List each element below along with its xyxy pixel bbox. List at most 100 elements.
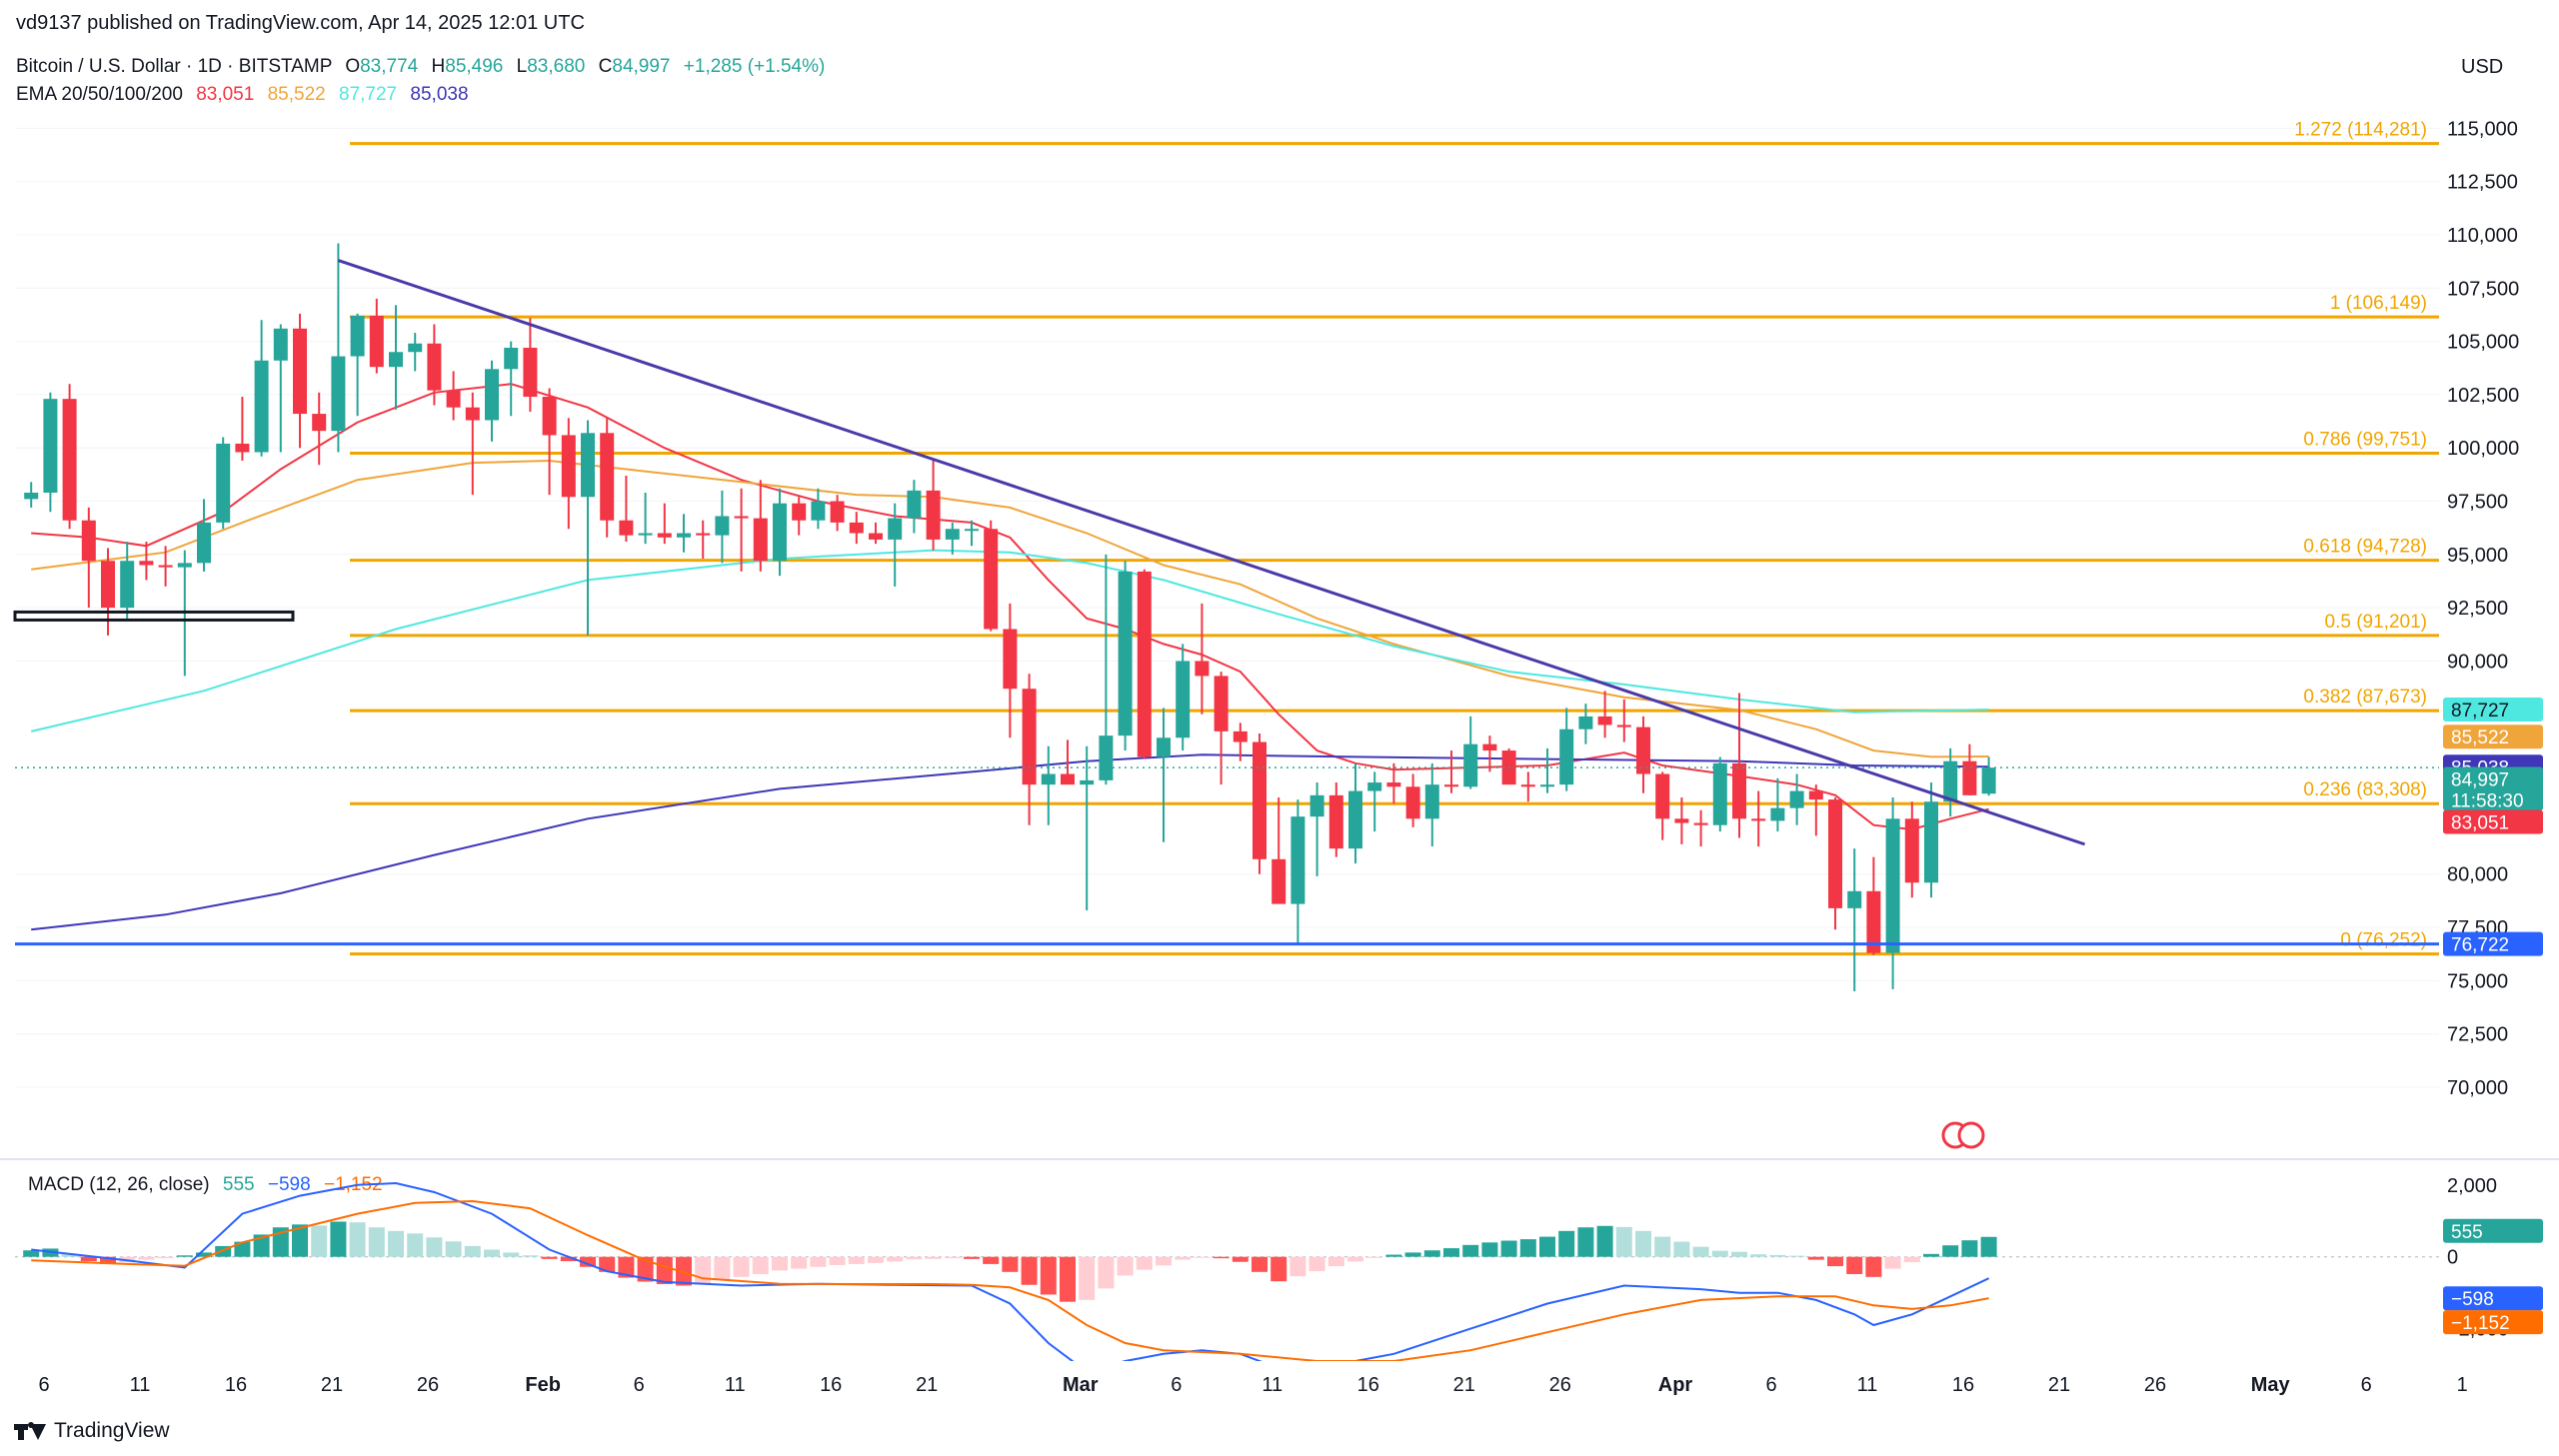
x-tick-label: 26: [1549, 1374, 1571, 1396]
candle-body: [1924, 801, 1938, 883]
macd-histogram-bar: [484, 1249, 500, 1257]
x-tick-label: 6: [2361, 1374, 2372, 1396]
candle-body: [1885, 818, 1900, 953]
candle-body: [1195, 661, 1210, 677]
x-tick-label: 26: [2144, 1374, 2166, 1396]
y-tick-label: 72,500: [2447, 1024, 2508, 1046]
macd-histogram-bar: [637, 1256, 654, 1282]
y-tick-label: 110,000: [2447, 225, 2518, 247]
x-tick-label: 11: [1262, 1374, 1282, 1396]
price-badge: [2443, 809, 2543, 834]
high-label: H: [431, 56, 446, 77]
price-badge-text: 87,727: [2451, 701, 2509, 722]
tradingview-brand[interactable]: TradingView: [14, 1419, 170, 1443]
candle-body: [389, 352, 403, 368]
low-label: L: [516, 56, 528, 77]
symbol-legend: Bitcoin / U.S. Dollar · 1D · BITSTAMP O8…: [16, 56, 825, 78]
candle-body: [465, 407, 480, 421]
price-badge-text: 85,522: [2451, 728, 2509, 748]
macd-histogram-bar: [368, 1227, 385, 1257]
macd-histogram-bar: [1673, 1241, 1690, 1257]
candle-body: [1367, 782, 1382, 791]
fib-level-label: 0.236 (83,308): [2303, 779, 2427, 800]
x-tick-label: 6: [38, 1374, 49, 1396]
price-badge: [2443, 697, 2543, 722]
macd-histogram-bar: [887, 1256, 904, 1262]
macd-histogram-bar: [464, 1245, 481, 1257]
y-tick-label: 100,000: [2447, 438, 2519, 460]
candle-body: [1751, 818, 1766, 821]
candle-body: [1386, 782, 1401, 787]
candle-body: [331, 356, 346, 432]
drawings[interactable]: [13, 259, 2439, 1149]
candles: [24, 243, 1996, 992]
y-tick-label: 90,000: [2447, 651, 2508, 673]
candle-body: [600, 433, 615, 521]
price-badge-text: 84,997: [2451, 769, 2509, 790]
y-tick-label: 112,500: [2447, 172, 2518, 194]
macd-badge: [2443, 1310, 2543, 1335]
macd-badge-text: −1,152: [2451, 1313, 2510, 1334]
candle-body: [43, 399, 58, 493]
macd-histogram-bar: [810, 1256, 827, 1267]
candle-body: [1099, 735, 1114, 780]
macd-histogram-bar: [695, 1256, 712, 1285]
macd-signal-value: −1,152: [323, 1174, 383, 1195]
macd-histogram-bar: [1615, 1226, 1632, 1257]
macd-histogram-bar: [925, 1256, 942, 1259]
macd-histogram-bar: [1692, 1246, 1709, 1257]
candle-body: [1559, 728, 1574, 785]
candle-body: [1520, 784, 1535, 787]
macd-legend[interactable]: MACD (12, 26, close) 555 −598 −1,152: [28, 1174, 383, 1196]
macd-histogram-bar: [1884, 1256, 1901, 1269]
candle-body: [1061, 773, 1075, 785]
candle-body: [1348, 790, 1362, 849]
macd-pane: [15, 1181, 2439, 1361]
macd-y-tick-label: 0: [2447, 1247, 2458, 1269]
candle-body: [293, 328, 307, 415]
macd-histogram-bar: [157, 1256, 174, 1259]
price-badge: [2443, 725, 2543, 749]
macd-label: MACD (12, 26, close): [28, 1174, 210, 1195]
symbol-name[interactable]: Bitcoin / U.S. Dollar · 1D · BITSTAMP: [16, 56, 333, 77]
candle-body: [1080, 779, 1095, 785]
ema-label: EMA 20/50/100/200: [16, 84, 183, 105]
change-value: +1,285 (+1.54%): [683, 56, 826, 77]
candle-body: [158, 565, 173, 568]
candle-body: [1233, 730, 1248, 742]
x-tick-label: Apr: [1658, 1374, 1693, 1396]
fibonacci-levels[interactable]: 1.272 (114,281) 1 (106,149) 0.786 (99,751)…: [350, 120, 2439, 956]
candle-body: [312, 414, 327, 432]
macd-line: [31, 1181, 1990, 1361]
ema-legend[interactable]: EMA 20/50/100/200 83,051 85,522 87,727 8…: [16, 84, 469, 106]
candle-body: [984, 529, 999, 630]
candle-body: [197, 522, 211, 564]
time-axis[interactable]: 6 11 16 21 26 Feb 6 11 16 21 Mar 6 11 16 21 26 Apr 6 11 16 2…: [38, 1374, 2467, 1396]
ema50-value: 85,522: [267, 84, 326, 105]
candle-body: [235, 443, 250, 453]
candle-body: [792, 503, 807, 521]
macd-histogram-bar: [1136, 1256, 1153, 1270]
candle-body: [1597, 716, 1612, 726]
macd-histogram-bar: [1577, 1227, 1594, 1257]
range-marker: [13, 610, 295, 622]
macd-histogram-bar: [1711, 1250, 1728, 1257]
brand-name: TradingView: [54, 1419, 170, 1442]
candle-body: [350, 315, 365, 357]
candle-body: [1674, 818, 1689, 823]
fib-level-label: 0.5 (91,201): [2325, 612, 2427, 633]
macd-histogram-bar: [733, 1256, 750, 1277]
candle-body: [1828, 799, 1842, 908]
candle-body: [101, 561, 115, 609]
candle-body: [907, 490, 922, 519]
ema20-value: 83,051: [196, 84, 255, 105]
macd-histogram-bar: [1635, 1230, 1651, 1257]
candle-body: [216, 443, 231, 523]
macd-badge: [2443, 1218, 2543, 1243]
macd-histogram-bar: [1443, 1248, 1459, 1257]
macd-histogram-bar: [311, 1225, 328, 1257]
macd-histogram-bar: [1347, 1256, 1363, 1262]
macd-y-tick-label: 2,000: [2447, 1175, 2497, 1197]
x-tick-label: 26: [417, 1374, 439, 1396]
